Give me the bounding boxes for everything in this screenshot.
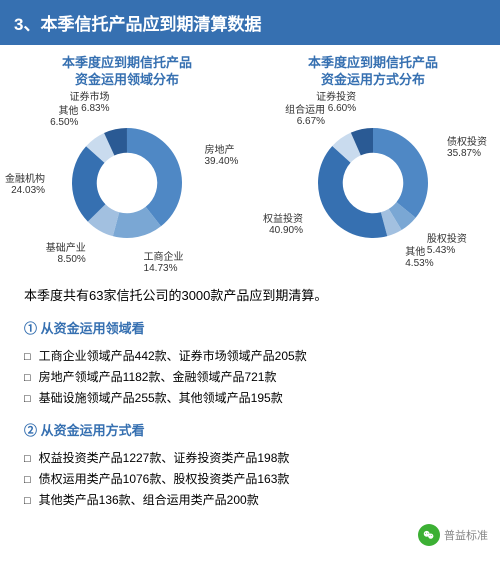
slice-label-证券投资: 证券投资6.60% bbox=[316, 92, 356, 114]
chart-left-col: 本季度应到期信托产品资金运用领域分布 房地产39.40% 工商企业14.73% 基础… bbox=[4, 55, 250, 273]
slice-label-权益投资: 权益投资40.90% bbox=[263, 214, 303, 236]
section-header: 3、本季信托产品应到期清算数据 bbox=[0, 0, 500, 45]
chart-right-title: 本季度应到期信托产品资金运用方式分布 bbox=[250, 55, 496, 89]
chart-left-title: 本季度应到期信托产品资金运用领域分布 bbox=[4, 55, 250, 89]
slice-label-其他: 其他4.53% bbox=[405, 247, 433, 269]
footer: 普益标准 bbox=[0, 518, 500, 548]
bullet-item: 其他类产品136款、组合运用类产品200款 bbox=[24, 489, 476, 510]
slice-房地产 bbox=[127, 128, 182, 226]
bullet-item: 工商企业领域产品442款、证券市场领域产品205款 bbox=[24, 345, 476, 366]
slice-label-房地产: 房地产39.40% bbox=[204, 145, 238, 167]
slice-label-金融机构: 金融机构24.03% bbox=[5, 174, 45, 196]
brand-text: 普益标准 bbox=[444, 527, 488, 543]
circled-number-2: ② bbox=[24, 423, 37, 438]
bullet-item: 权益投资类产品1227款、证券投资类产品198款 bbox=[24, 447, 476, 468]
slice-label-工商企业: 工商企业14.73% bbox=[144, 252, 184, 274]
bullet-item: 房地产领域产品1182款、金融领域产品721款 bbox=[24, 366, 476, 387]
section2-bullets: 权益投资类产品1227款、证券投资类产品198款债权运用类产品1076款、股权投… bbox=[0, 445, 500, 518]
bullet-item: 债权运用类产品1076款、股权投资类产品163款 bbox=[24, 468, 476, 489]
circled-number-1: ① bbox=[24, 321, 37, 336]
intro-text: 本季度共有63家信托公司的3000款产品应到期清算。 bbox=[0, 279, 500, 314]
section1-bullets: 工商企业领域产品442款、证券市场领域产品205款房地产领域产品1182款、金融… bbox=[0, 343, 500, 416]
charts-row: 本季度应到期信托产品资金运用领域分布 房地产39.40% 工商企业14.73% 基础… bbox=[0, 45, 500, 279]
slice-label-证券市场: 证券市场6.83% bbox=[70, 92, 110, 114]
section1-heading: ① 从资金运用领域看 bbox=[0, 314, 500, 343]
bullet-item: 基础设施领域产品255款、其他领域产品195款 bbox=[24, 387, 476, 408]
slice-label-基础产业: 基础产业8.50% bbox=[46, 243, 86, 265]
chart-right-area: 债权投资35.87%股权投资5.43%其他4.53%权益投资40.90%组合运用… bbox=[263, 93, 483, 273]
slice-债权投资 bbox=[373, 128, 428, 218]
wechat-icon bbox=[418, 524, 440, 546]
section2-heading: ② 从资金运用方式看 bbox=[0, 416, 500, 445]
chart-left-area: 房地产39.40%工商企业14.73%基础产业8.50%金融机构24.03%其他… bbox=[17, 93, 237, 273]
slice-label-债权投资: 债权投资35.87% bbox=[447, 137, 487, 159]
chart-right-col: 本季度应到期信托产品资金运用方式分布 债权投资35.87%股权投资5.43%其他… bbox=[250, 55, 496, 273]
